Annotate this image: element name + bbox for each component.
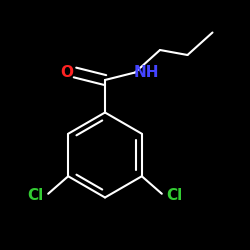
Text: Cl: Cl (166, 188, 182, 202)
Text: NH: NH (134, 65, 159, 80)
Text: Cl: Cl (28, 188, 44, 202)
Text: O: O (60, 65, 74, 80)
